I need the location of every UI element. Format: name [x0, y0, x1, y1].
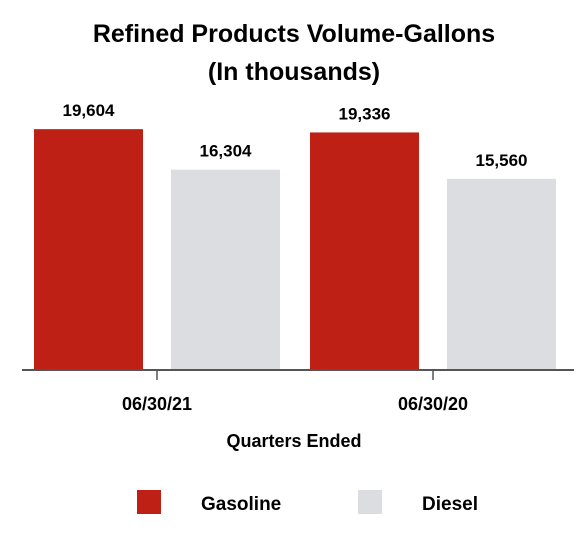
- legend-label-diesel: Diesel: [422, 494, 478, 515]
- chart-subtitle: (In thousands): [208, 58, 380, 86]
- value-label-diesel-1: 15,560: [476, 151, 528, 170]
- bar-diesel-0: [171, 169, 280, 370]
- value-label-diesel-0: 16,304: [200, 142, 253, 161]
- x-axis-title: Quarters Ended: [226, 431, 361, 451]
- value-label-gasoline-1: 19,336: [339, 104, 391, 123]
- legend: Gasoline Diesel: [137, 490, 478, 515]
- bar-diesel-1: [447, 178, 556, 370]
- legend-label-gasoline: Gasoline: [201, 494, 281, 515]
- value-labels-group: 19,604 16,304 19,336 15,560: [63, 101, 528, 170]
- bar-gasoline-0: [34, 129, 143, 370]
- value-label-gasoline-0: 19,604: [63, 101, 116, 120]
- legend-swatch-gasoline: [137, 490, 161, 514]
- bars-group: [34, 129, 556, 370]
- x-axis-tick-labels: 06/30/21 06/30/20: [122, 394, 468, 414]
- bar-gasoline-1: [310, 132, 419, 370]
- legend-swatch-diesel: [358, 490, 382, 514]
- chart-title: Refined Products Volume-Gallons: [93, 20, 495, 48]
- x-tick-label-1: 06/30/20: [398, 394, 468, 414]
- x-tick-label-0: 06/30/21: [122, 394, 192, 414]
- x-axis-ticks: [156, 370, 434, 380]
